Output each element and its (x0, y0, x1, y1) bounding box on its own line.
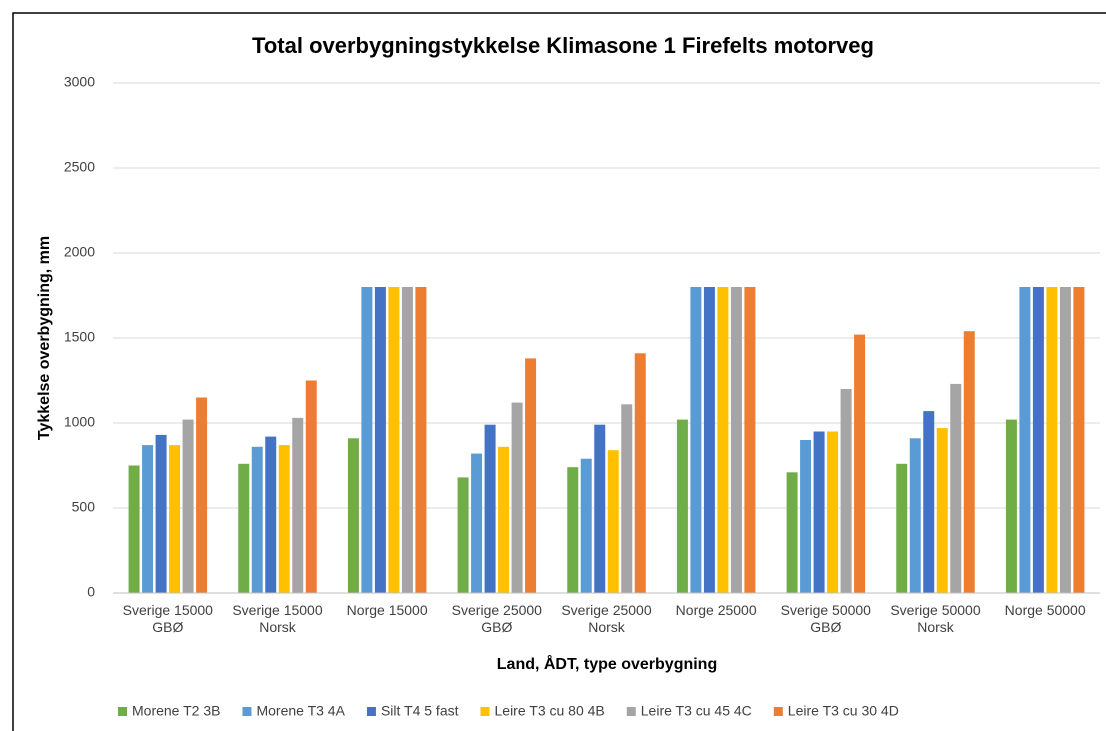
bar (896, 463, 908, 593)
y-tick-label: 1000 (64, 414, 95, 430)
frame (12, 12, 1106, 731)
bar (813, 431, 825, 593)
bar (484, 424, 496, 593)
legend-label: Leire T3 cu 45 4C (641, 703, 752, 719)
bar (963, 331, 975, 593)
x-tick-label: Sverige 50000 GBØ (780, 602, 871, 635)
bar (703, 287, 715, 593)
bar (936, 428, 948, 593)
legend-label: Morene T2 3B (132, 703, 220, 719)
y-tick-label: 2000 (64, 244, 95, 260)
bar (744, 287, 756, 593)
bar (854, 334, 866, 593)
x-tick-label: Norge 15000 (346, 602, 428, 618)
bar (388, 287, 400, 593)
bar (840, 389, 852, 593)
bar (1046, 287, 1058, 593)
legend-swatch (366, 707, 376, 716)
bar (923, 411, 935, 593)
legend-swatch (626, 707, 636, 716)
x-axis-title: Land, ÅDT, type overbygning (497, 654, 717, 673)
legend-label: Leire T3 cu 80 4B (495, 703, 605, 719)
bar (580, 458, 592, 593)
bar (142, 445, 154, 593)
bar (525, 358, 537, 593)
bar (607, 450, 619, 593)
bar (690, 287, 702, 593)
bar (717, 287, 729, 593)
x-tick-label: Sverige 50000 Norsk (890, 602, 981, 635)
bar (950, 383, 962, 593)
legend-label: Silt T4 5 fast (381, 703, 459, 719)
y-tick-label: 1500 (64, 329, 95, 345)
y-tick-label: 500 (72, 499, 96, 515)
x-tick-label: Norge 25000 (675, 602, 757, 618)
bar (471, 453, 483, 593)
bar (827, 431, 839, 593)
bar (676, 419, 688, 593)
y-tick-label: 3000 (64, 74, 95, 90)
bar (347, 438, 359, 593)
legend-label: Leire T3 cu 30 4D (788, 703, 899, 719)
bar (1005, 419, 1017, 593)
legend-swatch (480, 707, 490, 716)
legend-swatch (242, 707, 252, 716)
bar (169, 445, 181, 593)
bar (730, 287, 742, 593)
x-tick-label: Sverige 25000 GBØ (451, 602, 542, 635)
bar (251, 446, 263, 593)
x-tick-label: Sverige 15000 Norsk (232, 602, 323, 635)
bar (457, 477, 469, 593)
bar (909, 438, 921, 593)
bar (567, 467, 579, 593)
bar (1073, 287, 1085, 593)
y-tick-label: 0 (87, 584, 95, 600)
x-tick-label: Sverige 25000 Norsk (561, 602, 652, 635)
bar (305, 380, 317, 593)
legend-swatch (773, 707, 783, 716)
bar (1059, 287, 1071, 593)
bar (786, 472, 798, 593)
bar (196, 397, 208, 593)
x-tick-label: Sverige 15000 GBØ (122, 602, 213, 635)
y-tick-label: 2500 (64, 159, 95, 175)
bar (128, 465, 140, 593)
legend-swatch (118, 707, 127, 716)
chart-title: Total overbygningstykkelse Klimasone 1 F… (252, 33, 874, 58)
bar (182, 419, 194, 593)
bar (361, 287, 373, 593)
bar (634, 353, 646, 593)
bar (621, 404, 633, 593)
bar (498, 446, 510, 593)
legend-label: Morene T3 4A (256, 703, 345, 719)
y-axis-title: Tykkelse overbygning, mm (36, 236, 53, 440)
bar (278, 445, 290, 593)
bar (800, 440, 812, 593)
x-tick-label: Norge 50000 (1004, 602, 1086, 618)
bar (1019, 287, 1031, 593)
bar (238, 463, 250, 593)
bar (1032, 287, 1044, 593)
bar (401, 287, 413, 593)
bar (415, 287, 427, 593)
bar (292, 417, 304, 593)
bar (374, 287, 386, 593)
bar (155, 434, 167, 593)
bar (511, 402, 523, 593)
bar (265, 436, 277, 593)
bar (594, 424, 606, 593)
